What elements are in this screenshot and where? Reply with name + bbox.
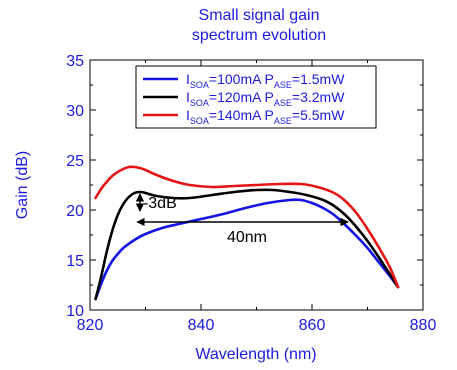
y-tick-label: 35 [66, 53, 84, 70]
x-axis-ticks: 820 840 860 880 [77, 60, 437, 334]
legend-label: ISOA=120mA PASE=3.2mW [186, 89, 345, 108]
series-140ma-line [94, 165, 400, 289]
x-tick-label: 860 [299, 317, 326, 334]
annotations: -3dB 40nm [135, 193, 349, 246]
x-tick-label: 880 [410, 317, 437, 334]
x-axis-title: Wavelength (nm) [195, 346, 316, 363]
series-120ma-line [94, 188, 400, 301]
legend-label: ISOA=100mA PASE=1.5mW [186, 71, 345, 90]
dip-label: -3dB [143, 195, 177, 212]
y-axis-ticks: 10 15 20 25 30 35 [66, 53, 423, 320]
y-tick-label: 25 [66, 153, 84, 170]
y-tick-label: 30 [66, 103, 84, 120]
y-tick-label: 15 [66, 253, 84, 270]
bandwidth-label: 40nm [227, 229, 267, 246]
y-axis-title: Gain (dB) [14, 151, 31, 219]
legend-label: ISOA=140mA PASE=5.5mW [186, 107, 345, 126]
x-tick-label: 840 [188, 317, 215, 334]
series-100ma-line [94, 198, 400, 301]
series-layer [94, 165, 400, 301]
y-tick-label: 10 [66, 303, 84, 320]
chart-title-line-2: spectrum evolution [192, 27, 326, 44]
x-tick-label: 820 [77, 317, 104, 334]
chart-title-line-1: Small signal gain [199, 7, 320, 24]
y-tick-label: 20 [66, 203, 84, 220]
